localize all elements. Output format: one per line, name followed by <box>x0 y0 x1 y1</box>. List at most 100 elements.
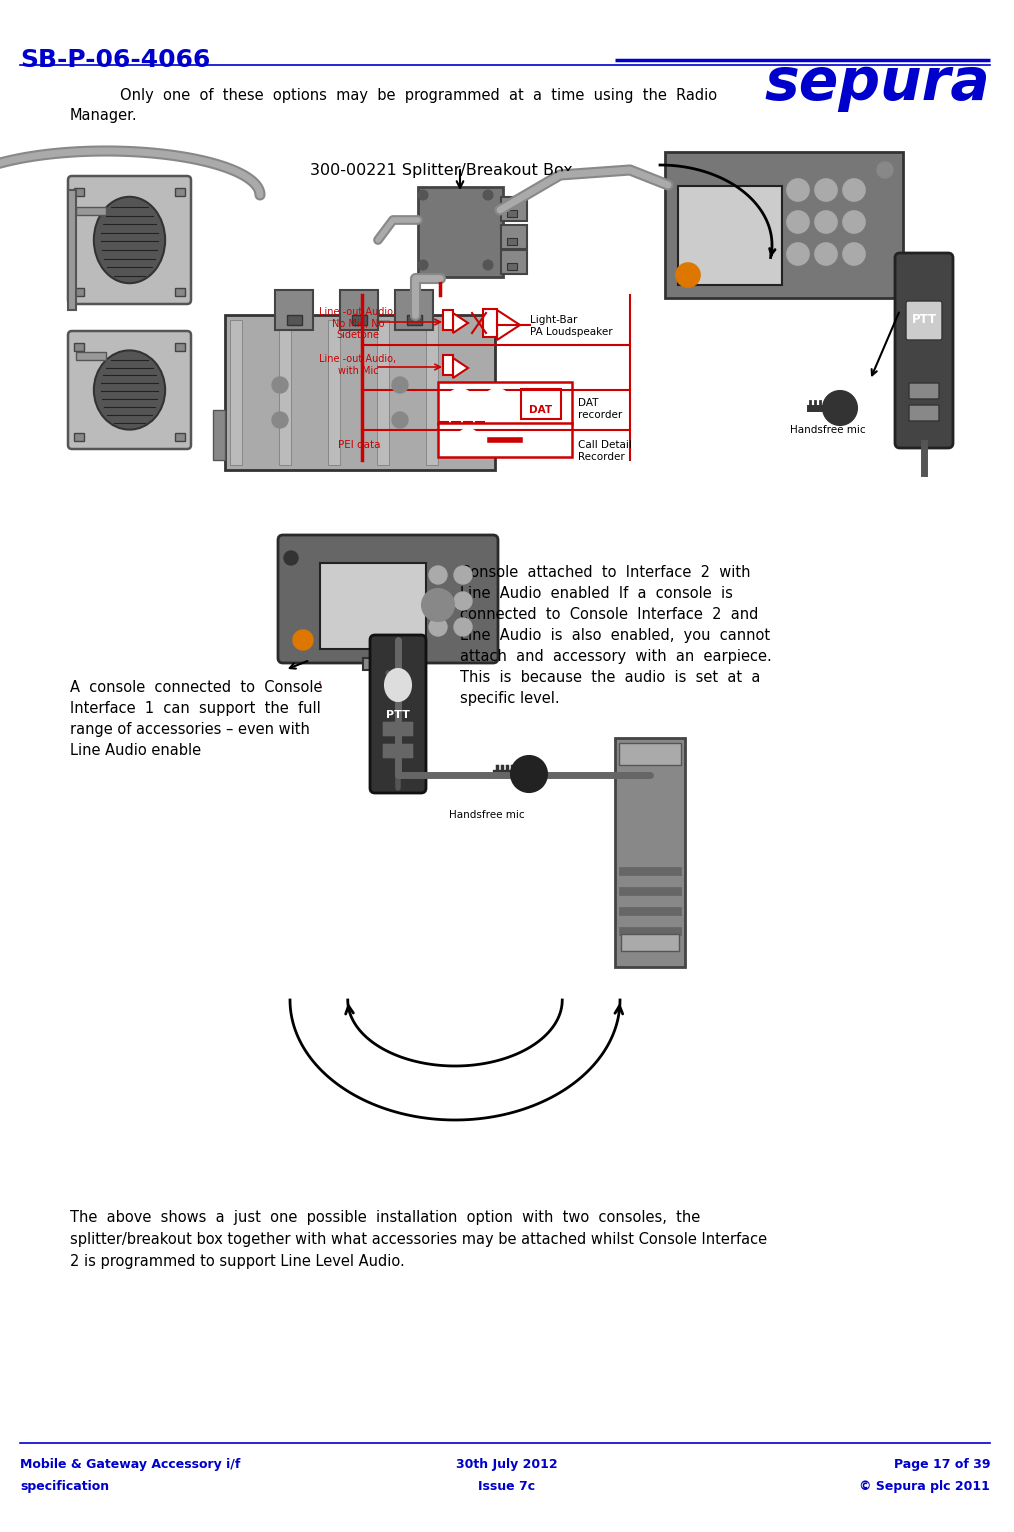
Circle shape <box>511 755 547 792</box>
FancyBboxPatch shape <box>279 320 291 466</box>
Text: specific level.: specific level. <box>460 691 560 706</box>
Text: Page 17 of 39: Page 17 of 39 <box>893 1458 990 1471</box>
Ellipse shape <box>385 669 411 702</box>
FancyBboxPatch shape <box>377 320 389 466</box>
Circle shape <box>429 565 447 584</box>
FancyBboxPatch shape <box>74 343 84 351</box>
Circle shape <box>457 429 479 450</box>
Circle shape <box>392 377 408 394</box>
FancyBboxPatch shape <box>483 309 497 337</box>
Text: This  is  because  the  audio  is  set  at  a: This is because the audio is set at a <box>460 669 760 685</box>
FancyBboxPatch shape <box>175 188 185 196</box>
Text: sepura: sepura <box>765 55 990 112</box>
FancyBboxPatch shape <box>230 320 242 466</box>
Text: DAT
recorder: DAT recorder <box>578 398 623 420</box>
Text: Handsfree mic: Handsfree mic <box>449 810 525 820</box>
FancyBboxPatch shape <box>438 381 572 424</box>
FancyBboxPatch shape <box>615 738 685 967</box>
Circle shape <box>787 244 809 265</box>
FancyBboxPatch shape <box>619 743 681 764</box>
FancyBboxPatch shape <box>521 389 561 418</box>
FancyBboxPatch shape <box>501 225 527 250</box>
FancyBboxPatch shape <box>895 253 953 447</box>
Polygon shape <box>497 309 520 340</box>
Circle shape <box>815 244 837 265</box>
FancyBboxPatch shape <box>619 927 681 935</box>
FancyBboxPatch shape <box>426 320 438 466</box>
Circle shape <box>815 179 837 201</box>
Circle shape <box>483 190 493 201</box>
Circle shape <box>815 211 837 233</box>
Text: splitter/breakout box together with what accessories may be attached whilst Cons: splitter/breakout box together with what… <box>70 1232 768 1247</box>
Polygon shape <box>453 313 468 332</box>
FancyBboxPatch shape <box>175 434 185 441</box>
Circle shape <box>429 617 447 636</box>
FancyBboxPatch shape <box>906 300 942 340</box>
FancyBboxPatch shape <box>507 264 517 270</box>
FancyBboxPatch shape <box>68 190 76 309</box>
Text: ': ' <box>318 680 321 694</box>
Ellipse shape <box>94 351 165 429</box>
Circle shape <box>284 552 298 565</box>
Text: 2 is programmed to support Line Level Audio.: 2 is programmed to support Line Level Au… <box>70 1255 405 1268</box>
Circle shape <box>446 389 474 417</box>
FancyBboxPatch shape <box>213 411 225 460</box>
FancyBboxPatch shape <box>909 383 939 398</box>
Text: Line -out Audio,
with Mic: Line -out Audio, with Mic <box>319 354 396 375</box>
Circle shape <box>272 412 288 427</box>
Text: Mobile & Gateway Accessory i/f: Mobile & Gateway Accessory i/f <box>20 1458 240 1471</box>
Text: attach  and  accessory  with  an  earpiece.: attach and accessory with an earpiece. <box>460 650 772 663</box>
Text: Line  Audio  is  also  enabled,  you  cannot: Line Audio is also enabled, you cannot <box>460 628 770 643</box>
FancyBboxPatch shape <box>340 290 378 329</box>
FancyBboxPatch shape <box>619 907 681 915</box>
Circle shape <box>464 437 472 444</box>
FancyBboxPatch shape <box>407 316 422 325</box>
Circle shape <box>843 179 865 201</box>
FancyBboxPatch shape <box>619 867 681 875</box>
Circle shape <box>392 412 408 427</box>
Text: DAT: DAT <box>529 404 553 415</box>
FancyBboxPatch shape <box>275 290 313 329</box>
Text: PEI data: PEI data <box>338 440 380 450</box>
Circle shape <box>429 591 447 610</box>
FancyBboxPatch shape <box>287 316 302 325</box>
Circle shape <box>843 244 865 265</box>
Circle shape <box>787 179 809 201</box>
FancyBboxPatch shape <box>76 207 106 214</box>
Circle shape <box>483 260 493 270</box>
FancyBboxPatch shape <box>619 887 681 895</box>
Circle shape <box>483 389 511 417</box>
Circle shape <box>676 264 700 286</box>
Text: Line Audio enable: Line Audio enable <box>70 743 201 758</box>
Circle shape <box>293 630 313 650</box>
Polygon shape <box>453 358 468 378</box>
Circle shape <box>787 211 809 233</box>
Text: Handsfree mic: Handsfree mic <box>790 424 866 435</box>
FancyBboxPatch shape <box>76 352 106 360</box>
FancyBboxPatch shape <box>225 316 495 470</box>
Text: range of accessories – even with: range of accessories – even with <box>70 722 310 737</box>
Circle shape <box>454 565 472 584</box>
FancyBboxPatch shape <box>74 188 84 196</box>
Text: PTT: PTT <box>912 313 937 326</box>
Text: specification: specification <box>20 1480 110 1494</box>
FancyBboxPatch shape <box>418 187 503 277</box>
FancyBboxPatch shape <box>665 152 903 299</box>
FancyBboxPatch shape <box>175 288 185 296</box>
Text: Line -out Audio,
No Mic, No
Sidetone: Line -out Audio, No Mic, No Sidetone <box>319 306 396 340</box>
Text: connected  to  Console  Interface  2  and: connected to Console Interface 2 and <box>460 607 758 622</box>
FancyBboxPatch shape <box>395 290 433 329</box>
Text: Call Detail
Recorder: Call Detail Recorder <box>578 440 632 461</box>
Circle shape <box>454 397 466 409</box>
Text: © Sepura plc 2011: © Sepura plc 2011 <box>859 1480 990 1494</box>
Text: 300-00221 Splitter/Breakout Box: 300-00221 Splitter/Breakout Box <box>310 162 573 178</box>
Text: A  console  connected  to  Console: A console connected to Console <box>70 680 322 696</box>
Text: Only  one  of  these  options  may  be  programmed  at  a  time  using  the  Rad: Only one of these options may be program… <box>120 87 717 103</box>
Circle shape <box>877 162 893 178</box>
Circle shape <box>272 377 288 394</box>
FancyBboxPatch shape <box>320 562 426 650</box>
FancyBboxPatch shape <box>175 343 185 351</box>
FancyBboxPatch shape <box>68 331 191 449</box>
FancyBboxPatch shape <box>68 176 191 303</box>
Circle shape <box>418 260 428 270</box>
